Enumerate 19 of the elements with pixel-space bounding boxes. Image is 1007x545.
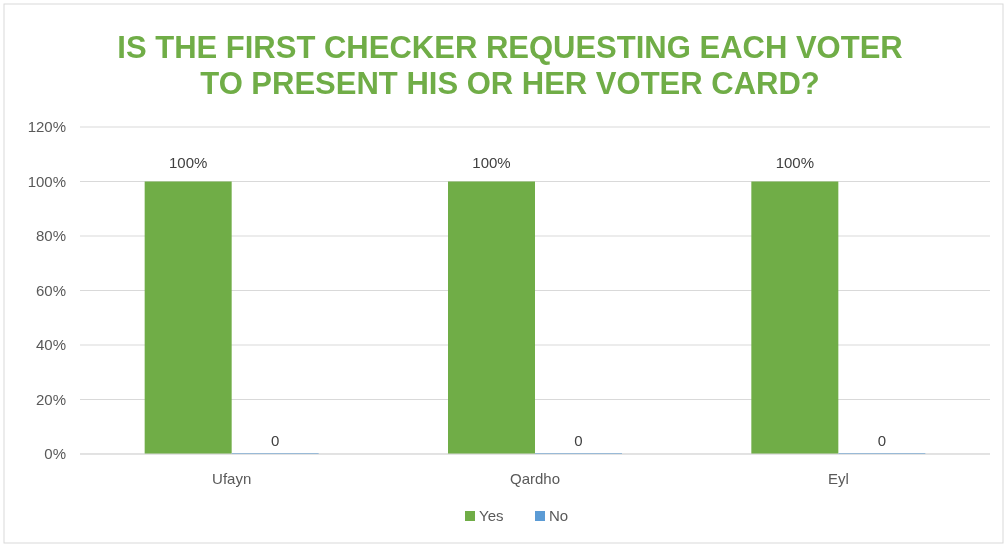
- x-tick-label: Ufayn: [212, 470, 252, 487]
- data-label: 0: [574, 432, 583, 449]
- x-tick-label: Eyl: [827, 470, 849, 487]
- data-label: 0: [877, 432, 887, 449]
- y-tick-label: 20%: [35, 390, 66, 408]
- y-tick-label: 80%: [35, 227, 66, 244]
- y-tick-label: 100%: [27, 172, 66, 190]
- data-label: 100%: [472, 153, 511, 171]
- data-label: 100%: [168, 153, 208, 171]
- x-tick-label: Qardho: [509, 470, 561, 487]
- y-tick-label: 120%: [27, 118, 66, 135]
- legend-label: No: [549, 507, 569, 524]
- y-tick-label: 0%: [44, 445, 66, 462]
- data-label: 100%: [775, 153, 815, 171]
- y-tick-label: 60%: [35, 281, 66, 299]
- legend-label: Yes: [479, 507, 504, 524]
- y-tick-label: 40%: [35, 336, 66, 353]
- data-label: 0: [270, 432, 280, 449]
- chart-title: IS THE FIRST CHECKER REQUESTING EACH VOTER TO PRESENT HIS OR HER VOTER CARD?: [117, 30, 903, 101]
